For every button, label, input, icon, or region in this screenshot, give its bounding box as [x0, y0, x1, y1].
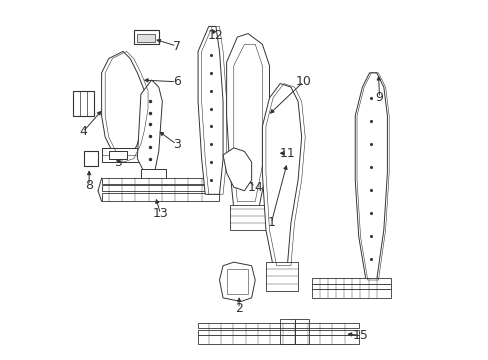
FancyBboxPatch shape: [102, 148, 144, 162]
Bar: [83, 152, 98, 166]
Text: 12: 12: [207, 29, 224, 42]
Polygon shape: [102, 51, 144, 162]
FancyBboxPatch shape: [312, 289, 390, 298]
Text: 5: 5: [115, 156, 122, 168]
FancyBboxPatch shape: [265, 150, 290, 158]
Text: 15: 15: [352, 329, 368, 342]
FancyBboxPatch shape: [198, 330, 358, 336]
Text: 4: 4: [79, 125, 87, 138]
Text: 14: 14: [247, 181, 263, 194]
Text: 8: 8: [85, 179, 93, 192]
Polygon shape: [223, 148, 251, 191]
Text: 11: 11: [279, 147, 295, 160]
Text: 6: 6: [172, 75, 180, 88]
Text: 13: 13: [152, 207, 168, 220]
FancyBboxPatch shape: [134, 30, 159, 44]
FancyBboxPatch shape: [230, 205, 265, 230]
FancyBboxPatch shape: [198, 336, 358, 344]
Polygon shape: [219, 262, 255, 301]
Polygon shape: [137, 80, 162, 173]
FancyBboxPatch shape: [73, 91, 94, 116]
Text: 10: 10: [295, 75, 311, 88]
Text: 7: 7: [172, 40, 180, 53]
FancyBboxPatch shape: [198, 323, 358, 328]
Polygon shape: [226, 33, 269, 208]
FancyBboxPatch shape: [141, 169, 165, 187]
Polygon shape: [262, 84, 301, 266]
Text: 9: 9: [375, 91, 383, 104]
FancyBboxPatch shape: [137, 33, 155, 42]
FancyBboxPatch shape: [312, 278, 390, 284]
Polygon shape: [354, 73, 386, 280]
FancyBboxPatch shape: [108, 152, 126, 158]
FancyBboxPatch shape: [102, 178, 219, 184]
FancyBboxPatch shape: [312, 284, 390, 289]
Text: 3: 3: [172, 138, 180, 151]
FancyBboxPatch shape: [265, 262, 298, 291]
FancyBboxPatch shape: [102, 185, 219, 191]
FancyBboxPatch shape: [102, 193, 219, 202]
Text: 1: 1: [267, 216, 275, 229]
Text: 2: 2: [235, 302, 243, 315]
Polygon shape: [198, 26, 223, 194]
